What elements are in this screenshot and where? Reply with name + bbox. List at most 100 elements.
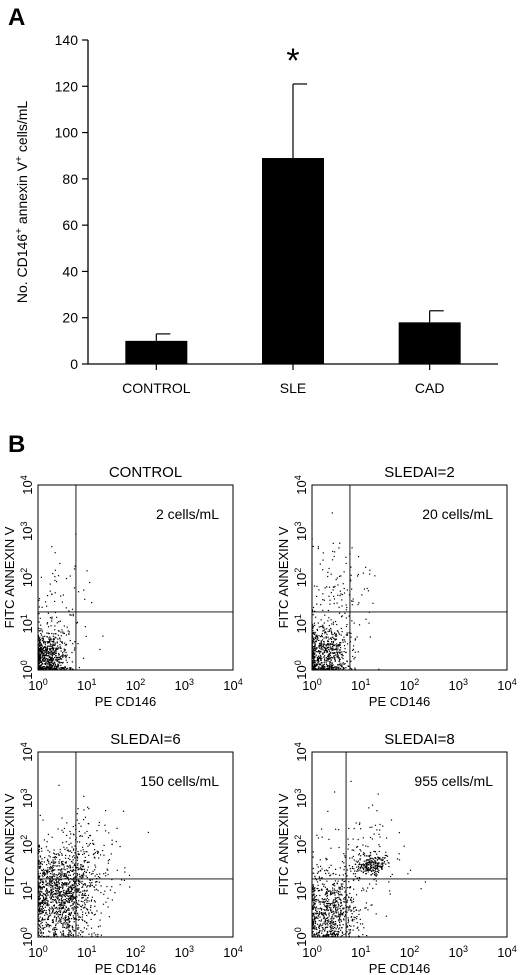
event-dot [336,900,338,902]
event-dot [352,855,354,858]
event-dot [370,867,372,869]
event-dot [342,874,344,876]
event-dot [58,901,60,903]
event-dot [52,647,54,650]
event-dot [38,907,41,910]
event-dot [55,920,57,922]
event-dot [374,874,376,876]
event-dot [340,616,343,618]
event-dot [97,926,100,928]
event-dot [41,927,43,929]
event-dot [80,900,82,902]
event-dot [333,602,335,605]
event-dot [63,873,65,875]
event-dot [313,916,315,918]
event-dot [82,896,84,899]
event-dot [333,648,335,651]
event-dot [325,660,327,662]
event-dot [87,861,89,863]
event-dot [324,647,326,649]
event-dot [53,638,55,640]
event-dot [337,584,339,586]
event-dot [338,667,340,669]
event-dot [39,894,42,896]
event-dot [71,900,73,903]
event-dot [369,868,371,871]
event-dot [319,644,321,647]
event-dot [52,668,54,670]
event-dot [327,810,329,812]
event-dot [95,888,98,890]
event-dot [47,858,49,860]
event-dot [368,855,371,857]
event-dot [356,870,358,872]
event-dot [79,891,81,894]
event-dot [81,931,83,933]
panel-a-y-axis-label: No. CD146+ annexin V+ cells/mL [14,101,31,304]
event-dot [345,562,347,565]
event-dot [74,857,76,859]
event-dot [342,639,344,641]
event-dot [68,879,70,881]
event-dot [84,856,86,858]
event-dot [378,865,380,867]
event-dot [90,885,92,887]
event-dot [407,873,409,875]
event-dot [316,928,318,931]
event-dot [41,908,43,911]
event-dot [50,647,52,649]
event-dot [53,935,55,937]
event-dot [55,917,57,919]
event-dot [44,642,46,644]
event-dot [68,843,70,846]
event-dot [52,638,54,641]
event-dot [332,927,334,930]
event-dot [48,638,50,640]
event-dot [330,917,333,919]
event-dot [316,872,319,874]
event-dot [348,632,350,634]
event-dot [365,870,367,872]
event-dot [344,911,346,913]
event-dot [347,909,349,911]
event-dot [358,862,361,864]
event-dot [339,643,341,646]
event-dot [334,885,336,887]
y-tick-label: 103 [19,522,35,541]
event-dot [312,651,315,653]
event-dot [325,648,327,650]
event-dot [73,568,76,570]
event-dot [314,644,316,646]
event-dot [38,856,39,858]
event-dot [52,909,54,911]
event-dot [63,668,65,670]
event-dot [338,915,340,918]
event-dot [322,665,324,667]
event-dot [318,589,320,591]
event-dot [318,889,320,892]
event-dot [71,608,74,610]
event-dot [74,881,76,883]
event-dot [44,899,47,901]
event-dot [67,884,69,886]
event-dot [47,894,49,896]
event-dot [326,858,328,860]
event-dot [326,902,329,905]
event-dot [323,903,325,905]
event-dot [61,642,64,644]
event-dot [342,669,344,670]
event-dot [65,922,68,924]
event-dot [59,620,61,622]
event-dot [68,921,71,923]
event-dot [94,864,96,866]
event-dot [326,894,329,896]
event-dot [312,921,313,923]
event-dot [67,907,69,910]
event-dot [316,585,318,587]
event-dot [338,664,340,666]
event-dot [338,905,340,907]
event-dot [39,661,41,663]
event-dot [320,655,322,657]
event-dot [63,649,66,651]
event-dot [321,836,323,838]
